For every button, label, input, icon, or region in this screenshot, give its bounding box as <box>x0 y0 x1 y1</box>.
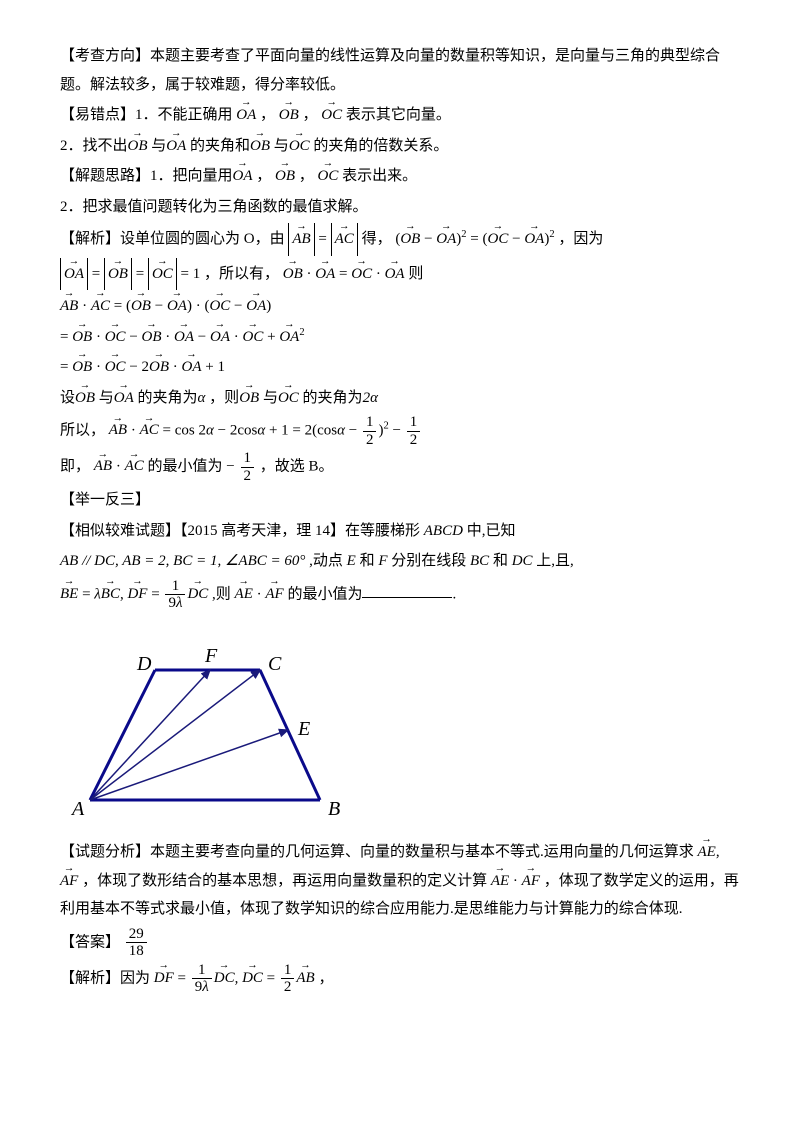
error-point-1: 【易错点】1．不能正确用 OA ， OB ， OC 表示其它向量。 <box>60 101 740 130</box>
text: 【试题分析】本题主要考查向量的几何运算、向量的数量积与基本不等式.运用向量的几何… <box>60 844 694 860</box>
text: ，体现了数形结合的基本思想，再运用向量数量积的定义计算 <box>82 873 487 889</box>
eq-line-3: = OB · OC − 2OB · OA + 1 <box>60 353 740 382</box>
angle-line: 设OB 与OA 的夹角为α ，则OB 与OC 的夹角为2α <box>60 384 740 413</box>
alpha: α <box>198 390 206 406</box>
abs-AB: AB <box>288 223 314 256</box>
text: 的夹角为 <box>303 390 363 406</box>
text: 的夹角的倍数关系。 <box>313 138 448 154</box>
text: 上,且, <box>536 553 574 569</box>
text: 【解析】设单位圆的圆心为 O，由 <box>60 231 285 247</box>
trapezoid-svg: A B C D F E <box>60 620 360 820</box>
text: 【解析】因为 <box>60 970 150 986</box>
text: 和 <box>493 553 508 569</box>
text: 的最小值为 <box>287 586 362 602</box>
problem-eq: BE = λBC, DF = 19λDC ,则 AE · AF 的最小值为. <box>60 578 740 612</box>
problem-analysis: 【试题分析】本题主要考查向量的几何运算、向量的数量积与基本不等式.运用向量的几何… <box>60 838 740 924</box>
problem-cond: AB // DC, AB = 2, BC = 1, ∠ABC = 60° ,动点… <box>60 547 740 576</box>
vec-OB: OB <box>250 132 270 161</box>
text: 【答案】 <box>60 934 120 950</box>
analysis-line-2: OA = OB = OC = 1 ，所以有， OB · OA = OC · OA… <box>60 258 740 291</box>
abs-AC: AC <box>331 223 358 256</box>
conclusion-line: 即， AB · AC 的最小值为 − 12 ，故选 B。 <box>60 450 740 484</box>
text: 与 <box>99 390 114 406</box>
text: 设 <box>60 390 75 406</box>
answer-blank <box>362 582 452 598</box>
pt-e: E <box>347 553 356 569</box>
text: ，因为 <box>558 231 603 247</box>
text: 则 <box>408 266 423 282</box>
text: 与 <box>274 138 289 154</box>
text: 得， <box>362 231 392 247</box>
exam-direction: 【考查方向】本题主要考查了平面向量的线性运算及向量的数量积等知识，是向量与三角的… <box>60 42 740 99</box>
text: 【解题思路】1．把向量用 <box>60 168 233 184</box>
seg-bc: BC <box>470 553 489 569</box>
text: 即， <box>60 458 90 474</box>
text: ,则 <box>212 586 231 602</box>
answer-line: 【答案】 2918 <box>60 926 740 960</box>
vec-OA: OA <box>233 162 253 191</box>
text: 的夹角和 <box>190 138 250 154</box>
conditions: AB // DC, AB = 2, BC = 1, ∠ABC = 60° <box>60 553 305 569</box>
eq-line-1: AB · AC = (OB − OA) · (OC − OA) <box>60 292 740 321</box>
svg-text:B: B <box>328 798 340 820</box>
trapezoid-figure: A B C D F E <box>60 620 740 831</box>
text: 中,已知 <box>467 523 516 539</box>
text: 与 <box>151 138 166 154</box>
abcd: ABCD <box>424 523 463 539</box>
svg-text:D: D <box>136 653 152 675</box>
text: 【相似较难试题】【2015 高考天津，理 14】在等腰梯形 <box>60 523 420 539</box>
svg-text:A: A <box>70 798 85 820</box>
two-alpha: 2α <box>363 390 378 406</box>
vec-OB: OB <box>128 132 148 161</box>
svg-text:E: E <box>297 718 310 740</box>
error-point-2: 2．找不出OB 与OA 的夹角和OB 与OC 的夹角的倍数关系。 <box>60 132 740 161</box>
seg-dc: DC <box>512 553 533 569</box>
result-line: 所以， AB · AC = cos 2α − 2cosα + 1 = 2(cos… <box>60 414 740 448</box>
text: 表示其它向量。 <box>346 107 451 123</box>
text: 【易错点】1．不能正确用 <box>60 107 233 123</box>
vec-OA: OA <box>166 132 186 161</box>
solution-start: 【解析】因为 DF = 19λDC, DC = 12AB ， <box>60 962 740 996</box>
svg-text:F: F <box>204 645 218 667</box>
text: 的最小值为 <box>148 458 223 474</box>
analysis-line-1: 【解析】设单位圆的圆心为 O，由 AB = AC 得， (OB − OA)2 =… <box>60 223 740 256</box>
solution-idea-1: 【解题思路】1．把向量用OA ， OB ， OC 表示出来。 <box>60 162 740 191</box>
section-analogy: 【举一反三】 <box>60 486 740 515</box>
text: 表示出来。 <box>342 168 417 184</box>
vec-OC: OC <box>321 101 342 130</box>
text: 和 <box>360 553 375 569</box>
similar-problem: 【相似较难试题】【2015 高考天津，理 14】在等腰梯形 ABCD 中,已知 <box>60 517 740 546</box>
answer-frac: 2918 <box>126 926 147 960</box>
text: = 1 <box>177 266 200 282</box>
text: ，所以有， <box>204 266 279 282</box>
pt-f: F <box>378 553 387 569</box>
text: ,动点 <box>309 553 343 569</box>
text: 与 <box>263 390 278 406</box>
vec-OB: OB <box>275 162 295 191</box>
text: 分别在线段 <box>391 553 466 569</box>
svg-text:C: C <box>268 653 282 675</box>
text: ，故选 B。 <box>260 458 334 474</box>
text: 所以， <box>60 422 105 438</box>
text: ，则 <box>209 390 239 406</box>
vec-OC: OC <box>318 162 339 191</box>
text: 2．找不出 <box>60 138 128 154</box>
text: 的夹角为 <box>138 390 198 406</box>
